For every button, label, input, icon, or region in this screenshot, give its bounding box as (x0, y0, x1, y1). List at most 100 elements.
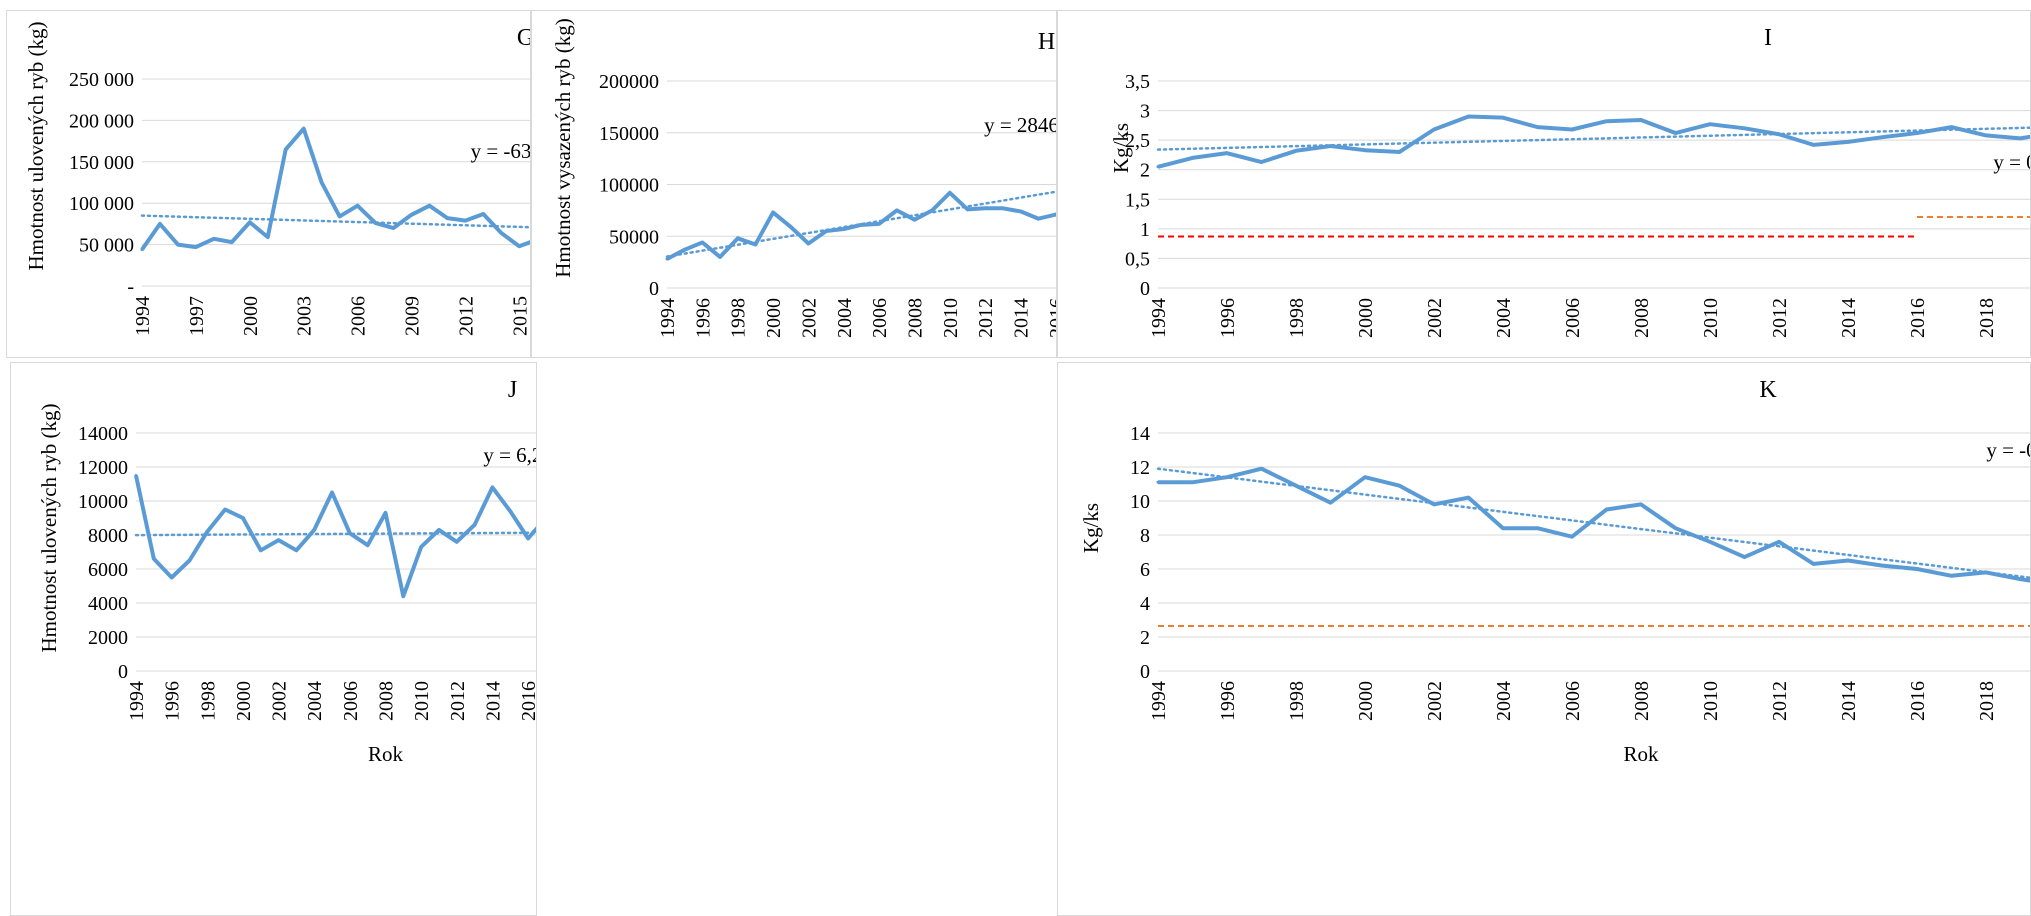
data-point (140, 248, 144, 252)
x-tick-label: 2010 (940, 298, 962, 338)
y-tick-label: 100 000 (69, 193, 134, 215)
data-point (481, 212, 485, 216)
x-tick-label: 2014 (482, 681, 504, 721)
chart-j-svg: J 0 2000 4000 6000 8000 10000 12000 14000 1994 199… (37, 377, 536, 766)
data-point (1915, 567, 1919, 571)
data-point (266, 235, 270, 239)
y-tick-label: 0 (118, 661, 128, 683)
x-tick-label: 2012 (455, 296, 477, 336)
x-tick-label: 2018 (1976, 298, 1998, 338)
x-tick-label: 2000 (233, 681, 255, 721)
x-tick-label: 2010 (1700, 298, 1722, 338)
data-point (859, 223, 863, 227)
x-tick-label: 2003 (294, 296, 316, 336)
x-tick-label: 2014 (1838, 681, 1860, 721)
data-point (1432, 127, 1436, 131)
x-tick-label: 1998 (1286, 298, 1308, 338)
data-point (1260, 467, 1263, 471)
x-tick-label: 2016 (1907, 681, 1929, 721)
data-point (241, 516, 245, 520)
data-point (824, 229, 828, 233)
data-point (1467, 114, 1470, 118)
x-tick-label: 2009 (401, 296, 423, 336)
data-point (1536, 526, 1539, 530)
y-tick-label: 50 000 (79, 235, 134, 257)
x-tick-label: 2014 (1011, 298, 1033, 338)
data-point (1881, 135, 1884, 139)
y-tick-label: 4 (1140, 593, 1150, 615)
data-point (1156, 165, 1160, 169)
y-tick-label: 10000 (78, 491, 128, 513)
data-point (753, 243, 757, 247)
data-point (1363, 475, 1367, 479)
data-point (356, 204, 360, 208)
x-tick-label: 1998 (197, 681, 219, 721)
chart-panel-j: J 0 2000 4000 6000 8000 10000 12000 14000 1994 199… (10, 362, 537, 916)
trend-equation: y = 0,01x + 2,3 (1993, 150, 2030, 174)
data-point (277, 538, 281, 542)
x-tick-label: 2008 (1631, 681, 1653, 721)
x-tick-label: 2006 (869, 298, 891, 338)
data-point (312, 528, 316, 532)
chart-k-svg: K 0 2 4 6 8 10 12 14 1994 1996 1998 2000 2002 2004 2006… (1079, 377, 2030, 766)
y-tick-label: 250 000 (69, 69, 134, 91)
data-point (789, 225, 793, 229)
data-point (1605, 508, 1608, 511)
data-point (1294, 484, 1298, 488)
x-tick-label: 2016 (1907, 298, 1929, 338)
y-axis-label: Hmotnost ulovených ryb (kg) (37, 403, 61, 652)
data-point (473, 523, 477, 527)
y-axis-label: Hmotnost ulovených ryb (kg) (24, 21, 48, 270)
chart-i-svg: I 0 0,5 1 1,5 2 2,5 3 3,5 1994 1996 1998 2000 2002 200… (1109, 25, 2030, 338)
data-point (463, 219, 467, 223)
data-point (1432, 502, 1436, 506)
data-point (152, 557, 156, 561)
data-point (366, 543, 370, 547)
trendline (1156, 126, 2030, 151)
trend-equation: y = -639,5x + 85674 (471, 139, 530, 163)
y-tick-label: 6000 (88, 559, 128, 581)
data-point (2019, 136, 2022, 140)
y-tick-label: 14000 (78, 423, 128, 445)
data-point (409, 213, 413, 217)
y-tick-label: 0 (649, 278, 659, 300)
data-point (437, 528, 441, 532)
x-tick-label: 2004 (304, 681, 326, 721)
data-point (134, 474, 138, 477)
x-tick-label: 2016 (1046, 298, 1056, 338)
data-point (1363, 148, 1367, 152)
x-tick-label: 1996 (1217, 298, 1239, 338)
data-point (1605, 119, 1608, 123)
chart-title: K (1759, 377, 1777, 403)
data-point (1501, 526, 1505, 530)
data-point (771, 210, 775, 214)
x-tick-label: 1996 (692, 298, 714, 338)
data-point (320, 181, 324, 184)
data-point (230, 240, 234, 244)
x-tick-label: 2004 (1493, 298, 1515, 338)
trend-equation: y = 2846,5x + 27543 (984, 113, 1056, 137)
x-tick-label: 1997 (186, 296, 208, 336)
data-point (842, 227, 846, 231)
data-point (205, 530, 209, 534)
data-point (1777, 132, 1781, 136)
x-tick-label: 2008 (905, 298, 927, 338)
data-point (330, 491, 334, 494)
x-tick-label: 2016 (518, 681, 536, 721)
data-point (1846, 140, 1850, 144)
x-tick-label: 2002 (1424, 681, 1446, 721)
y-tick-label: 1,5 (1125, 189, 1150, 211)
data-point (948, 191, 952, 195)
data-point (499, 231, 503, 235)
data-point (1984, 133, 1988, 137)
data-point (1743, 555, 1746, 559)
trendline (665, 190, 1056, 258)
y-tick-label: 150 000 (69, 152, 134, 174)
data-point (2019, 577, 2022, 581)
chart-panel-i: I 0 0,5 1 1,5 2 2,5 3 3,5 1994 1996 1998 2000 2002 200… (1057, 10, 2031, 358)
x-axis-label: Rok (1623, 742, 1659, 766)
data-point (1225, 475, 1229, 479)
data-point (1777, 540, 1781, 544)
data-point (187, 559, 191, 562)
x-tick-label: 2010 (1700, 681, 1722, 721)
